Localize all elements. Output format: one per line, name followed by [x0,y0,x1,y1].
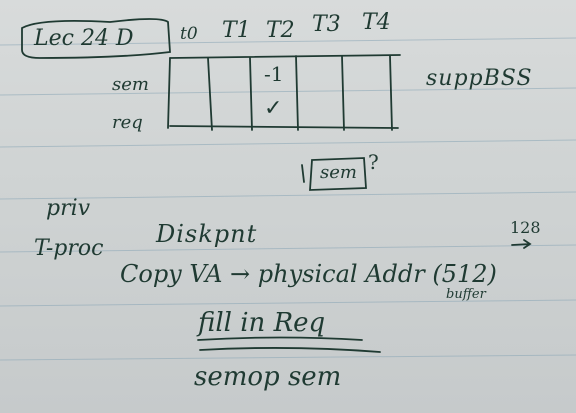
line-diskpnt: Diskpnt [156,220,258,248]
left-label-tproc: T-proc [34,236,104,261]
row-label-sem: sem [112,74,149,95]
left-label-priv: priv [46,196,91,221]
line-copy-va: Copy VA → physical Addr (512) [120,260,497,288]
cell-req-t2: ✓ [264,96,283,121]
column-header-t3: T3 [312,12,341,37]
row-label-req: req [112,112,143,133]
question-mark: ? [368,150,379,174]
line-fill-in-req: fill in Req [198,308,326,338]
column-header-t2: T2 [266,18,295,43]
line-semop-sem: semop sem [194,362,342,392]
superscript-128: 128 [510,218,541,237]
column-header-t0: t0 [180,24,198,44]
subscript-buffer: buffer [446,287,486,302]
column-header-t4: T4 [362,10,391,35]
cell-sem-t2: -1 [264,62,284,86]
page-title: Lec 24 D [34,26,134,51]
column-header-t1: T1 [222,18,251,43]
side-note: suppBSS [426,66,533,91]
boxed-sem: sem [320,162,357,183]
